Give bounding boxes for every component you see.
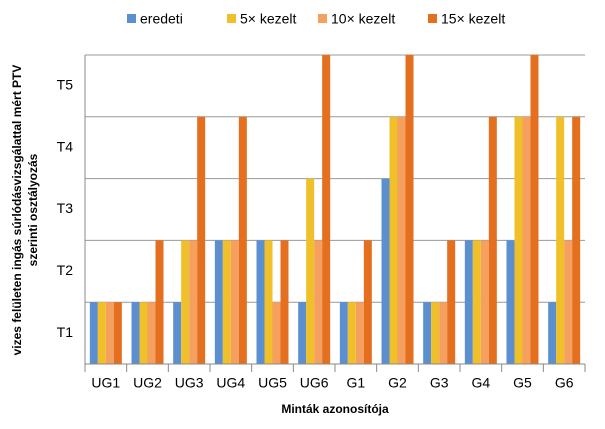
legend-label: 15× kezelt <box>441 11 505 27</box>
bar <box>322 55 331 364</box>
bar <box>548 302 557 364</box>
x-axis-label: Minták azonosítója <box>281 402 389 416</box>
bar <box>347 302 356 364</box>
x-tick-label: UG6 <box>300 375 329 391</box>
bar <box>238 116 247 364</box>
bar <box>230 240 239 364</box>
bar <box>389 116 398 364</box>
y-tick-label: T2 <box>57 262 74 278</box>
x-tick-label: UG4 <box>216 375 245 391</box>
bar <box>89 302 98 364</box>
y-tick-label: T5 <box>57 77 74 93</box>
bar <box>314 240 323 364</box>
bar <box>530 55 539 364</box>
y-tick-label: T1 <box>57 324 74 340</box>
bar <box>472 240 481 364</box>
bar <box>306 178 315 364</box>
y-tick-label: T3 <box>57 200 74 216</box>
x-tick-label: G3 <box>430 375 449 391</box>
legend-swatch <box>428 14 437 23</box>
x-tick-label: UG3 <box>175 375 204 391</box>
legend-swatch <box>127 14 136 23</box>
x-tick-label: UG1 <box>91 375 120 391</box>
y-axis-label-line: vizes felületen ingás súrlódásvizsgálatt… <box>10 65 24 356</box>
bar <box>139 302 148 364</box>
bar <box>431 302 440 364</box>
bar <box>222 240 231 364</box>
x-tick-label: G2 <box>388 375 407 391</box>
bar <box>339 302 348 364</box>
bar <box>464 240 473 364</box>
bar <box>447 240 456 364</box>
bar <box>280 240 289 364</box>
bar <box>147 302 156 364</box>
y-axis-label-line: szerinti osztályozás <box>26 153 40 266</box>
bar <box>173 302 182 364</box>
x-tick-label: UG2 <box>133 375 162 391</box>
x-tick-label: UG5 <box>258 375 287 391</box>
x-tick-label: G6 <box>555 375 574 391</box>
bar <box>522 116 531 364</box>
bar <box>197 116 206 364</box>
bar <box>363 240 372 364</box>
bar <box>572 116 581 364</box>
bar <box>514 116 523 364</box>
bar <box>264 240 273 364</box>
bar <box>131 302 140 364</box>
bar <box>272 302 281 364</box>
y-tick-label: T4 <box>57 138 74 154</box>
bar <box>113 302 122 364</box>
y-axis-label: vizes felületen ingás súrlódásvizsgálatt… <box>10 65 40 356</box>
bar <box>189 240 198 364</box>
x-tick-label: G5 <box>513 375 532 391</box>
bar <box>256 240 265 364</box>
bar <box>355 302 364 364</box>
bar <box>181 240 190 364</box>
legend-label: 10× kezelt <box>331 11 395 27</box>
bar <box>214 240 223 364</box>
legend-label: eredeti <box>140 11 183 27</box>
legend-swatch <box>227 14 236 23</box>
bar <box>506 240 515 364</box>
bar <box>439 302 448 364</box>
bar <box>105 302 114 364</box>
x-tick-label: G4 <box>471 375 490 391</box>
bar <box>423 302 432 364</box>
legend-label: 5× kezelt <box>240 11 297 27</box>
legend-swatch <box>318 14 327 23</box>
bar <box>381 178 390 364</box>
bar <box>397 116 406 364</box>
bar <box>298 302 307 364</box>
bar <box>405 55 414 364</box>
bar <box>155 240 164 364</box>
bar <box>556 116 565 364</box>
x-tick-label: G1 <box>346 375 365 391</box>
bar <box>97 302 106 364</box>
bar <box>564 240 573 364</box>
bar <box>488 116 497 364</box>
bar <box>480 240 489 364</box>
